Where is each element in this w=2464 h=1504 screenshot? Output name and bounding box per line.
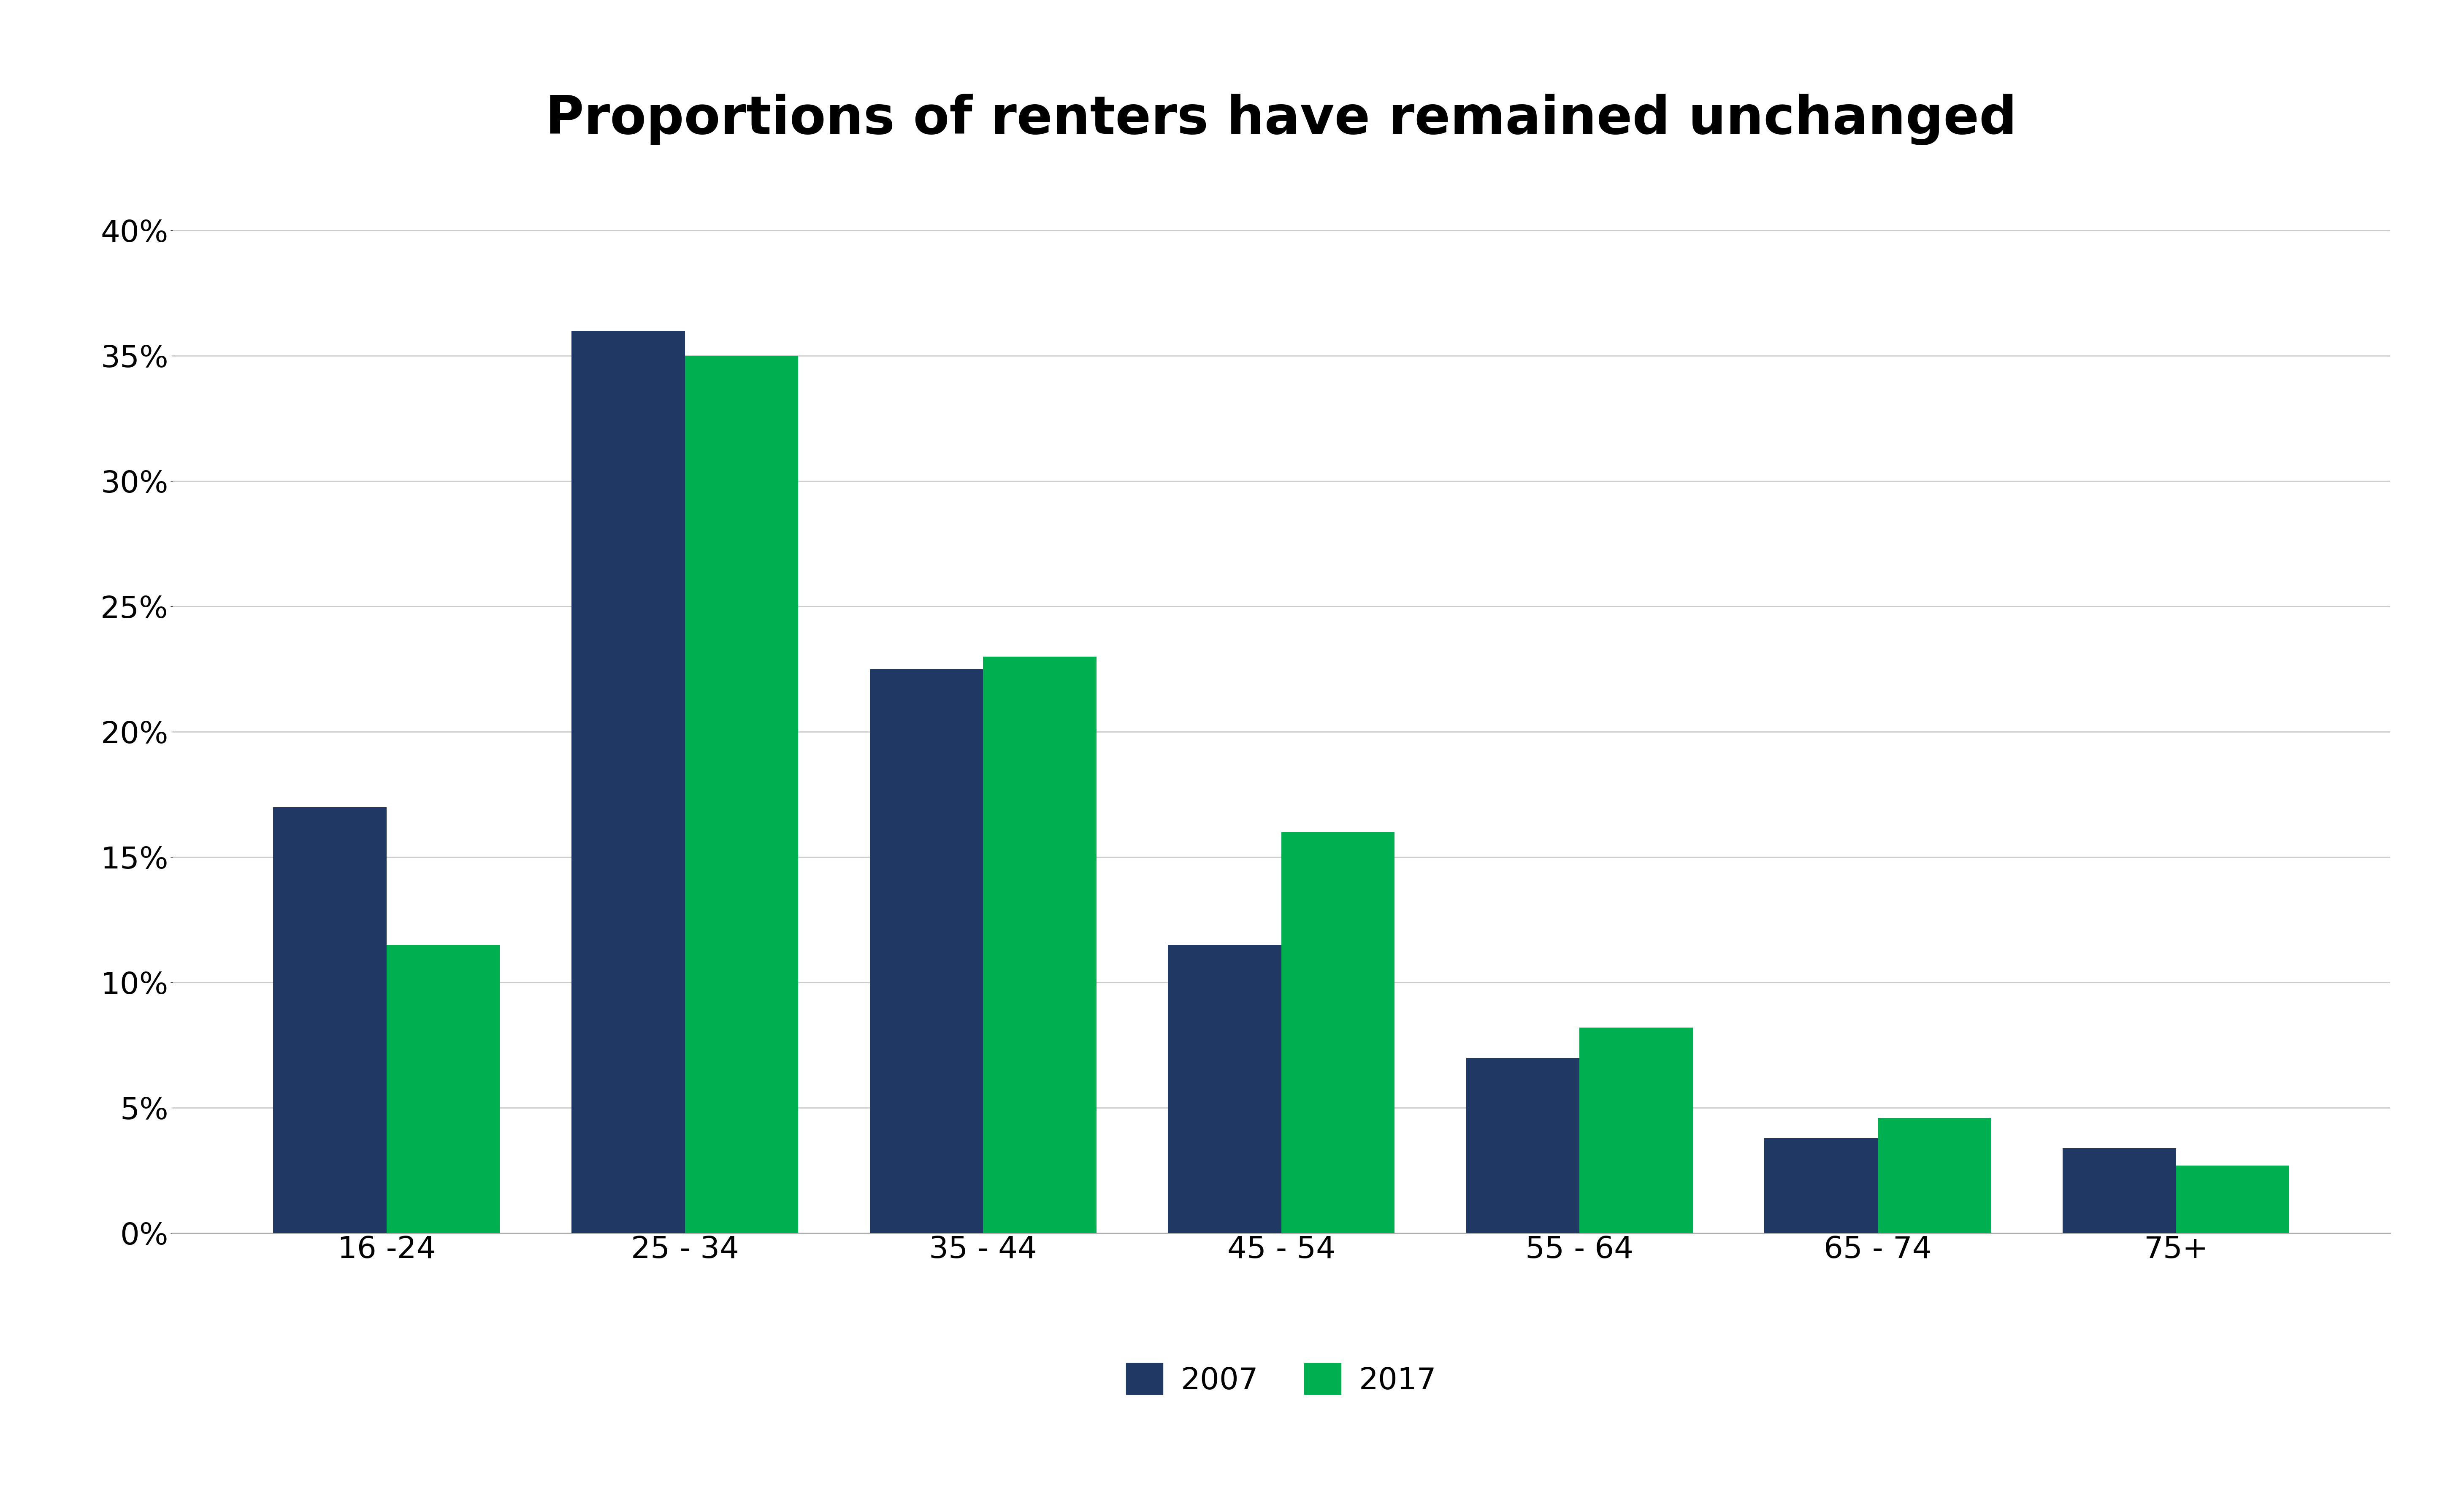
Bar xyxy=(1764,1139,1878,1233)
Bar xyxy=(1281,832,1395,1233)
Bar xyxy=(685,356,798,1233)
Bar xyxy=(572,331,685,1233)
Bar xyxy=(983,657,1096,1233)
Title: Proportions of renters have remained unchanged: Proportions of renters have remained unc… xyxy=(545,93,2018,144)
Bar xyxy=(1579,1027,1693,1233)
Bar xyxy=(387,945,500,1233)
Bar xyxy=(1466,1057,1579,1233)
Bar xyxy=(2062,1148,2176,1233)
Bar xyxy=(1878,1117,1991,1233)
Legend: 2007, 2017: 2007, 2017 xyxy=(1114,1351,1449,1408)
Bar xyxy=(1168,945,1281,1233)
Bar xyxy=(870,669,983,1233)
Bar xyxy=(2176,1166,2289,1233)
Bar xyxy=(274,808,387,1233)
